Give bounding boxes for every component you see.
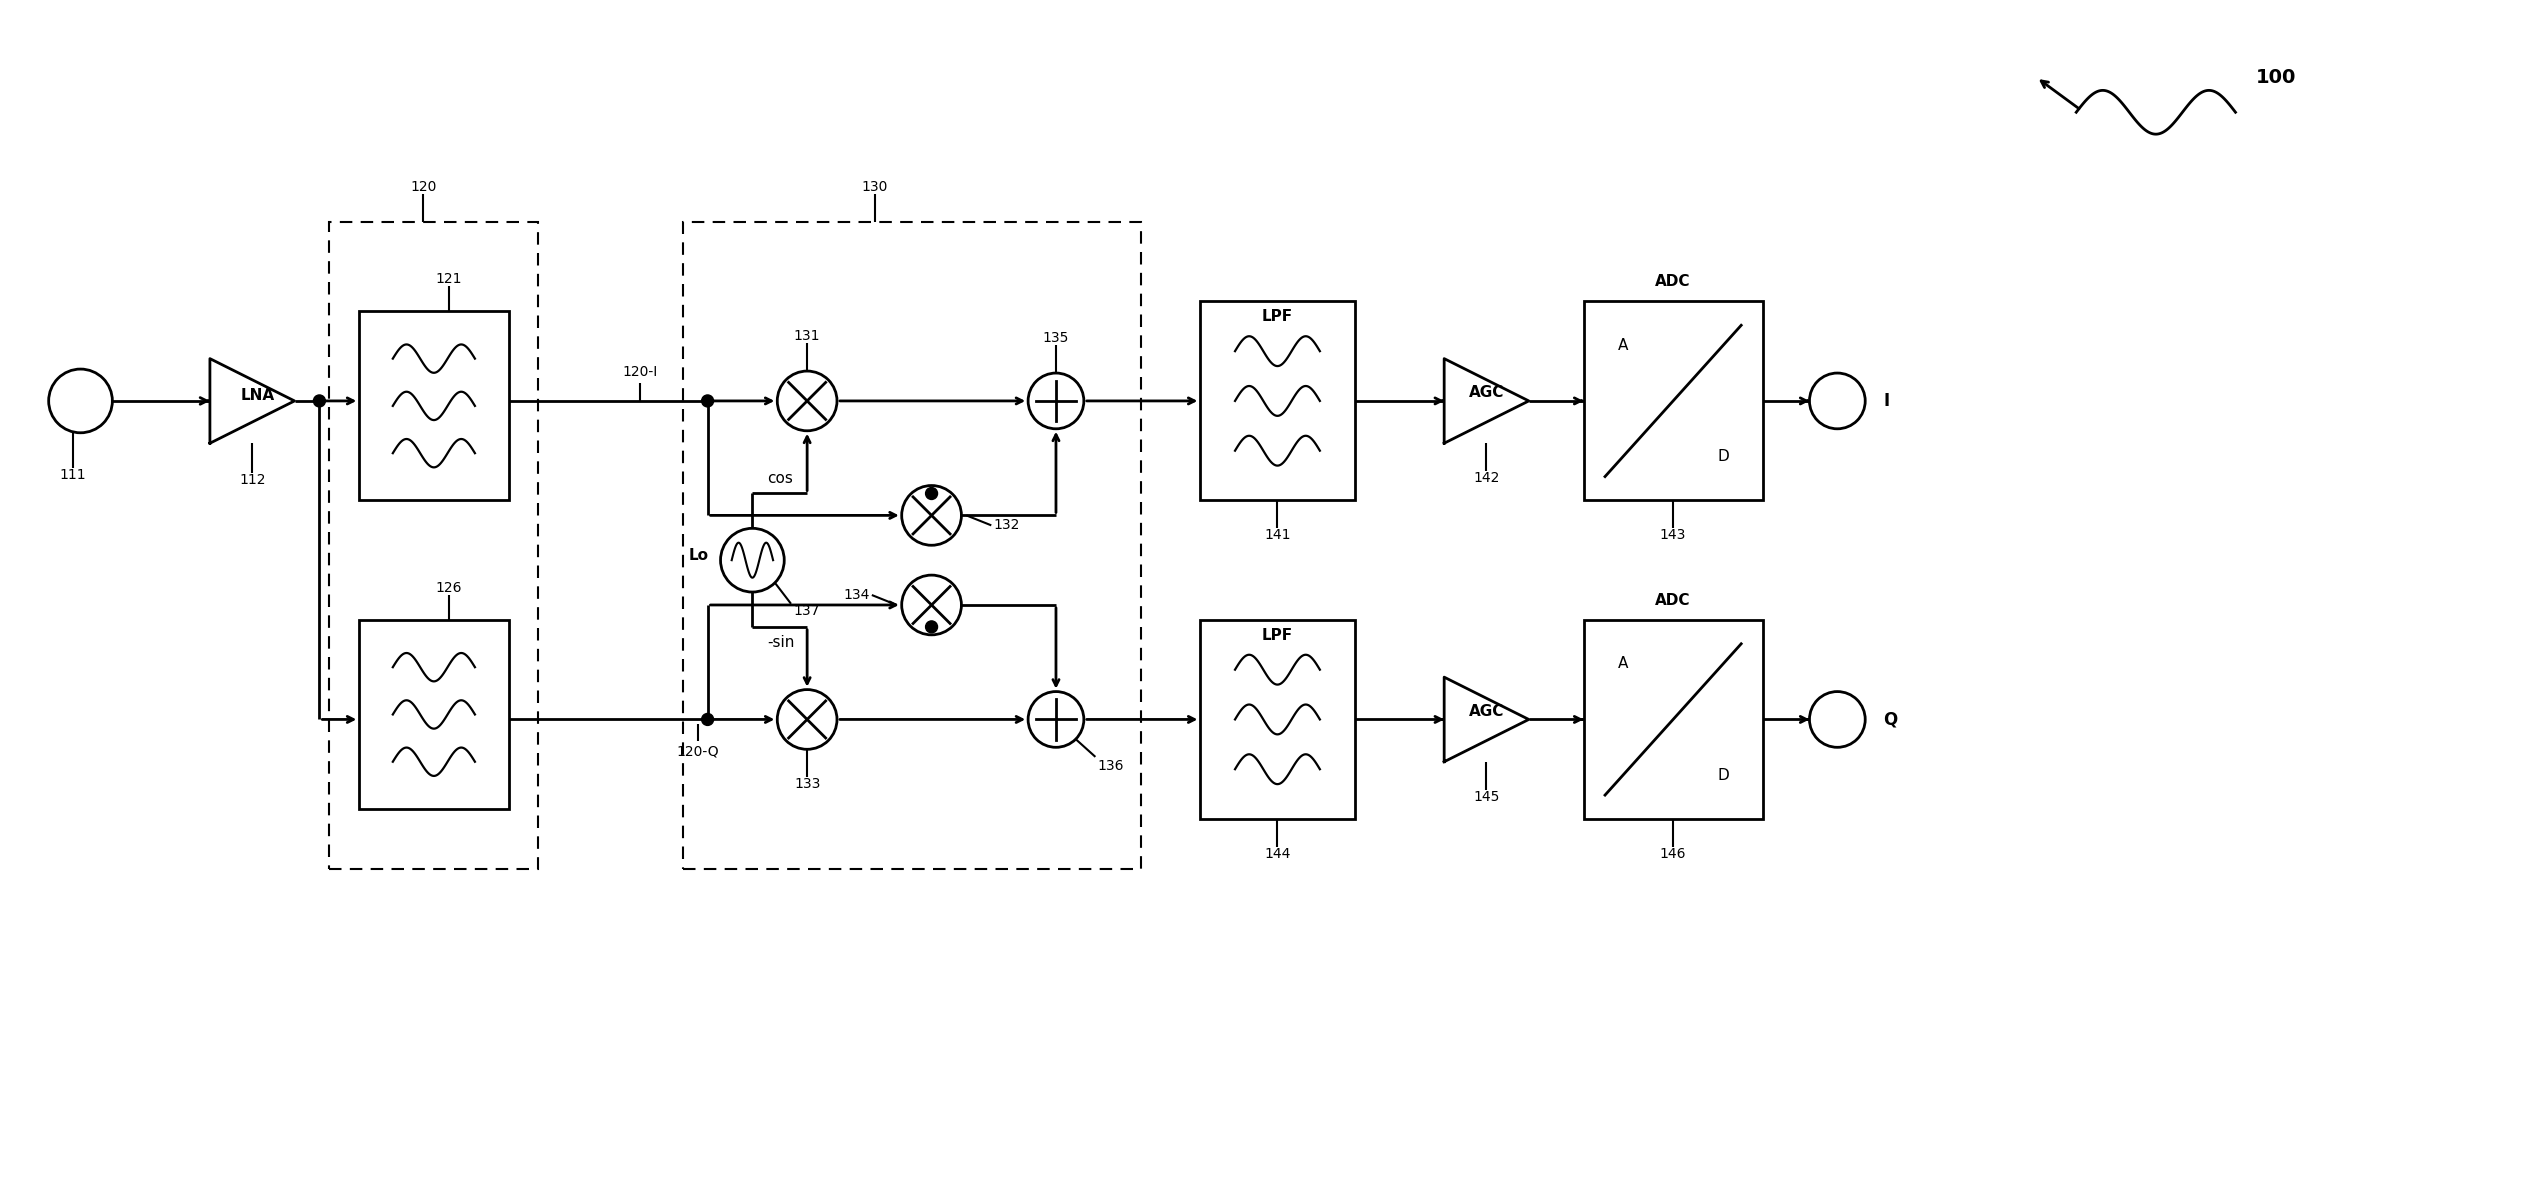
Text: 112: 112: [238, 473, 266, 487]
Bar: [1201, 620, 1355, 818]
Bar: [1583, 620, 1763, 818]
Text: 120-I: 120-I: [623, 365, 659, 379]
Text: 132: 132: [993, 518, 1021, 533]
Text: LPF: LPF: [1261, 310, 1292, 324]
Circle shape: [778, 690, 836, 749]
Text: 133: 133: [793, 778, 821, 791]
Bar: [1583, 301, 1763, 500]
Text: A: A: [1619, 656, 1629, 671]
Text: Lo: Lo: [689, 547, 709, 563]
Text: A: A: [1619, 337, 1629, 353]
Text: 141: 141: [1264, 528, 1292, 542]
Bar: [1201, 301, 1355, 500]
Text: 143: 143: [1659, 528, 1687, 542]
Text: RF: RF: [68, 386, 91, 402]
Text: 134: 134: [843, 588, 869, 602]
Text: 135: 135: [1044, 331, 1069, 346]
Text: AGC: AGC: [1469, 704, 1505, 719]
Text: ADC: ADC: [1657, 593, 1692, 608]
Text: 120-Q: 120-Q: [676, 744, 719, 758]
Circle shape: [1028, 373, 1084, 428]
Circle shape: [314, 395, 324, 407]
Polygon shape: [1444, 359, 1530, 443]
Text: LNA: LNA: [241, 389, 274, 403]
Text: 100: 100: [2254, 68, 2295, 86]
Circle shape: [702, 714, 714, 726]
Circle shape: [702, 395, 714, 407]
Circle shape: [1028, 691, 1084, 748]
Bar: [684, 222, 1140, 869]
Bar: [360, 620, 509, 809]
Circle shape: [1809, 691, 1864, 748]
Text: 142: 142: [1474, 472, 1500, 485]
Text: 121: 121: [436, 272, 461, 287]
Circle shape: [1809, 373, 1864, 428]
Text: 111: 111: [58, 468, 86, 481]
Text: 136: 136: [1097, 758, 1125, 773]
Bar: [360, 311, 509, 500]
Text: D: D: [1717, 449, 1730, 464]
Polygon shape: [210, 359, 294, 443]
Text: AGC: AGC: [1469, 385, 1505, 401]
Circle shape: [902, 575, 963, 635]
Text: 131: 131: [793, 329, 821, 343]
Circle shape: [925, 620, 937, 632]
Text: ADC: ADC: [1657, 275, 1692, 289]
Text: -sin: -sin: [767, 635, 795, 650]
Text: 130: 130: [861, 180, 889, 194]
Bar: [329, 222, 540, 869]
Text: I: I: [1882, 392, 1890, 410]
Text: 145: 145: [1474, 790, 1500, 804]
Polygon shape: [1444, 677, 1530, 762]
Text: 146: 146: [1659, 847, 1687, 860]
Circle shape: [48, 370, 111, 433]
Text: Q: Q: [1882, 710, 1897, 728]
Text: cos: cos: [767, 470, 793, 486]
Text: 144: 144: [1264, 847, 1292, 860]
Circle shape: [902, 486, 963, 545]
Text: 120: 120: [410, 180, 436, 194]
Text: 126: 126: [436, 581, 461, 595]
Circle shape: [719, 528, 785, 592]
Text: LPF: LPF: [1261, 628, 1292, 643]
Text: 137: 137: [793, 604, 818, 618]
Circle shape: [778, 371, 836, 431]
Text: D: D: [1717, 768, 1730, 782]
Circle shape: [925, 487, 937, 499]
